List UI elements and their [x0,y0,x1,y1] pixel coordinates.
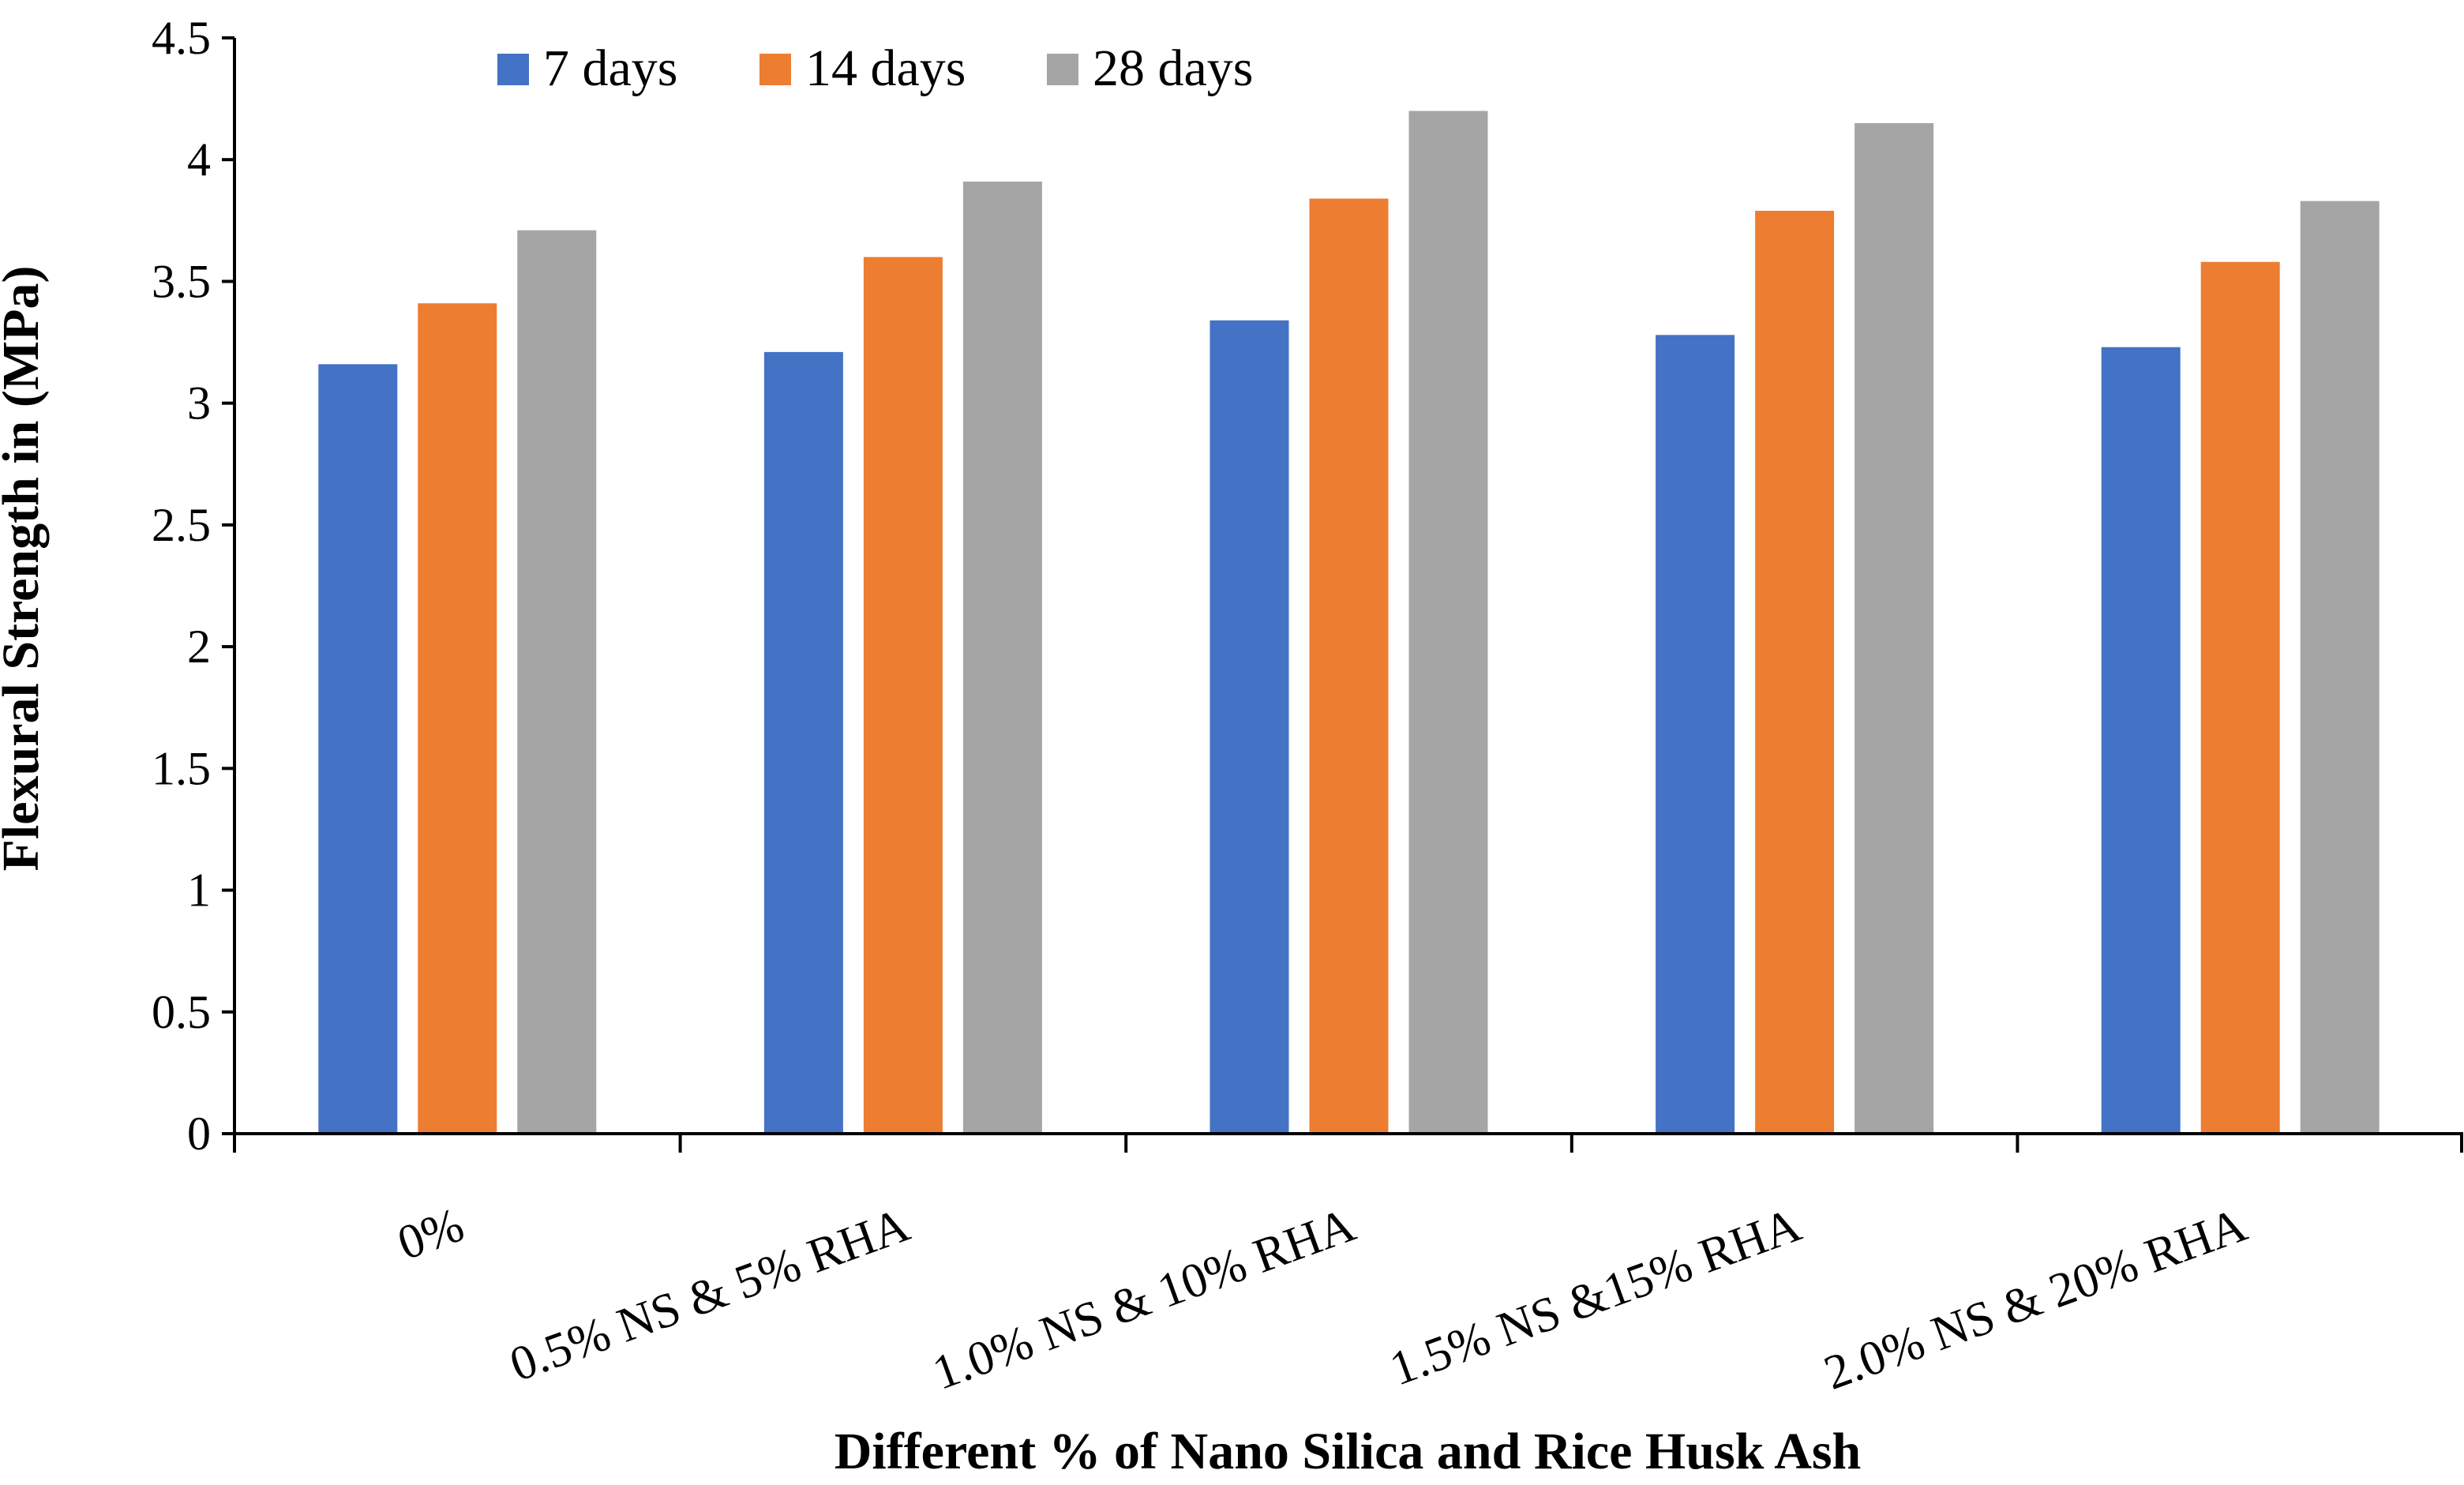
bar-7-days-2 [763,351,843,1134]
x-category-label: 1.0% NS & 10% RHA [926,1198,1363,1401]
bar-14-days-1 [418,303,497,1134]
bar-7-days-5 [2101,347,2181,1134]
x-category-label: 1.5% NS &15% RHA [1383,1198,1808,1396]
bar-14-days-5 [2200,261,2280,1134]
legend: 7 days 14 days 28 days [497,39,1253,97]
y-tick-label: 2 [187,621,211,673]
x-category-label: 2.0% NS & 20% RHA [1817,1198,2254,1401]
bar-28-days-1 [517,230,597,1134]
legend-swatch [1047,54,1078,85]
bar-28-days-3 [1408,111,1488,1134]
x-category-label: 0.5% NS & 5% RHA [503,1198,917,1392]
bar-7-days-3 [1209,320,1289,1134]
x-category-label: 0% [391,1198,471,1270]
axes-layer [222,36,2463,1153]
y-tick-label: 4.5 [152,12,211,64]
y-tick-label: 2.5 [152,499,211,551]
legend-label: 28 days [1093,39,1253,97]
y-tick-label: 1.5 [152,742,211,794]
legend-swatch [759,54,791,85]
legend-swatch [497,54,529,85]
bar-7-days-1 [318,364,398,1134]
y-tick-label: 1 [187,864,211,917]
legend-label: 14 days [805,39,966,97]
bar-14-days-3 [1309,198,1389,1134]
y-tick-label: 0 [187,1108,211,1160]
bar-14-days-2 [863,257,943,1134]
bar-28-days-5 [2300,201,2380,1134]
bar-28-days-2 [962,181,1042,1134]
y-tick-label: 3.5 [152,255,211,307]
x-axis-title: Different % of Nano Silica and Rice Husk… [834,1423,1862,1480]
bar-28-days-4 [1855,122,1934,1134]
legend-label: 7 days [543,39,677,97]
y-tick-label: 0.5 [152,986,211,1038]
y-tick-label: 3 [187,377,211,429]
y-tick-label: 4 [187,133,211,186]
bar-7-days-4 [1656,335,1735,1134]
y-axis-title: Flexural Strength in (MPa) [0,266,50,872]
bar-14-days-4 [1755,210,1835,1134]
bars-layer [318,111,2380,1134]
